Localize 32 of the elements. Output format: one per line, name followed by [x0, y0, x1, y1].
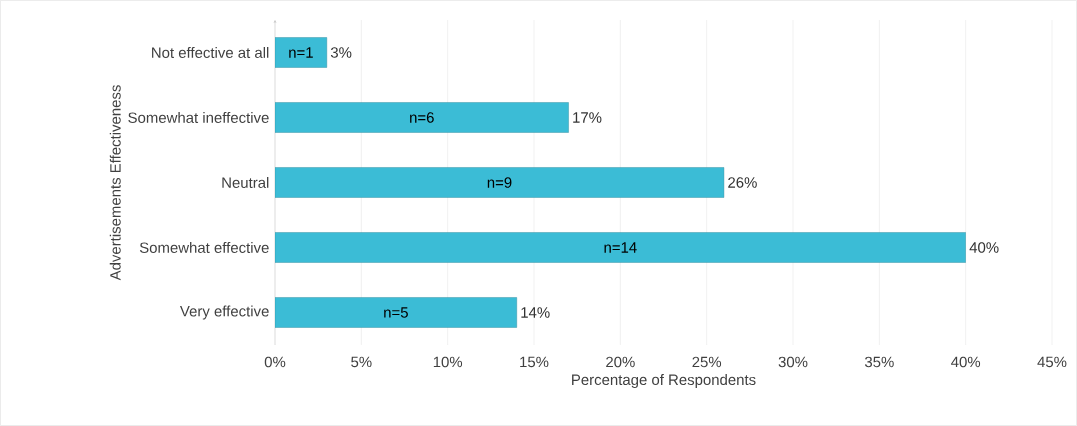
data-label: 17%	[573, 112, 602, 123]
x-tick-label: 25%	[692, 356, 722, 368]
x-axis-title: Percentage of Respondents	[572, 374, 756, 388]
y-tick-label: Somewhat ineffective	[128, 112, 269, 123]
bar	[275, 232, 966, 263]
data-label: 14%	[521, 307, 550, 318]
y-tick-label: Neutral	[222, 177, 269, 188]
data-label: 3%	[330, 47, 352, 58]
x-tick-label: 5%	[351, 356, 372, 368]
y-tick-label: Very effective	[179, 305, 269, 320]
bar	[275, 167, 725, 198]
annotation: n=6	[410, 112, 434, 123]
annotation: n=5	[384, 307, 408, 318]
y-tick-label: Somewhat effective	[139, 242, 269, 253]
x-tick-label: 40%	[951, 356, 981, 368]
bar	[275, 102, 569, 133]
annotation: n=1	[289, 47, 313, 58]
y-tick-label: Not effective at all	[152, 47, 269, 58]
annotation: n=9	[487, 177, 512, 188]
x-tick-label: 15%	[520, 356, 549, 368]
data-label: 40%	[969, 242, 999, 253]
y-axis-title: Advertisements Effectiveness	[109, 85, 121, 281]
bar	[275, 37, 327, 68]
x-tick-label: 45%	[1037, 356, 1067, 368]
annotation: n=14	[604, 242, 637, 253]
x-tick-label: 10%	[433, 356, 463, 368]
bar	[275, 297, 517, 328]
x-tick-label: 20%	[606, 356, 635, 368]
x-tick-label: 35%	[864, 356, 894, 368]
data-label: 26%	[728, 177, 757, 188]
x-tick-label: 30%	[778, 356, 808, 368]
x-tick-label: 0%	[264, 356, 286, 368]
